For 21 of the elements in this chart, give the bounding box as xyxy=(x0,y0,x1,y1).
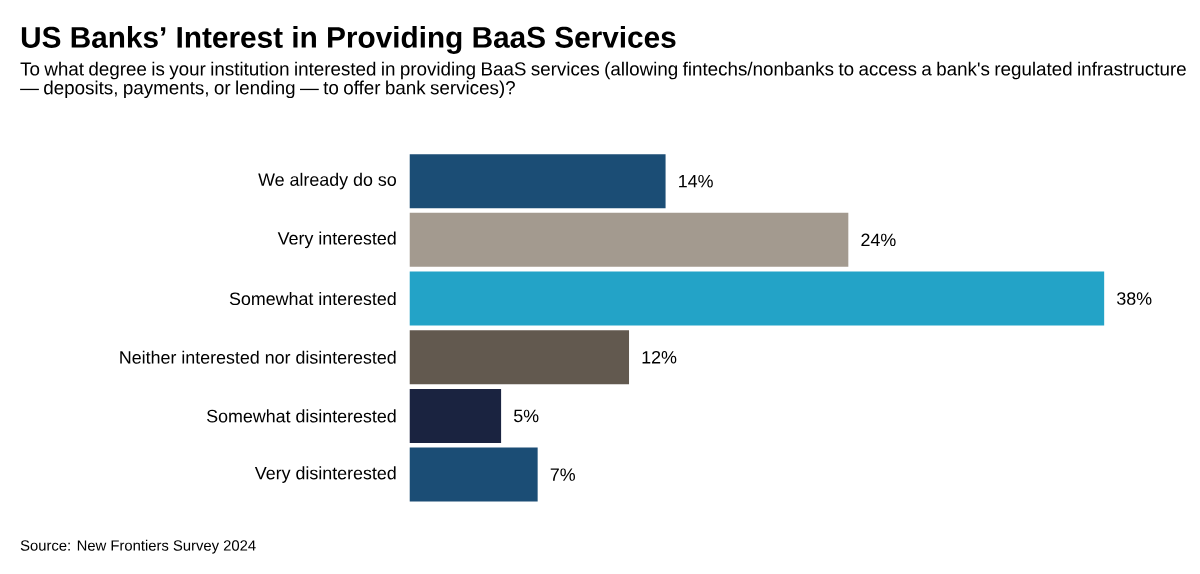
data-label: 38% xyxy=(1117,292,1152,305)
y-tick-label: Very interested xyxy=(277,231,396,248)
data-label: 14% xyxy=(679,174,713,188)
bar xyxy=(409,271,1105,326)
data-label: 12% xyxy=(642,350,677,364)
bar xyxy=(409,447,538,502)
bar xyxy=(409,388,502,443)
y-tick-label: Somewhat disinterested xyxy=(206,409,396,423)
source-note: Source: New Frontiers Survey 2024 xyxy=(20,539,256,554)
data-label: 5% xyxy=(513,409,539,422)
data-label: 24% xyxy=(861,233,896,246)
data-label: 7% xyxy=(550,468,575,481)
y-tick-label: Very disinterested xyxy=(254,466,396,483)
y-tick-label: Neither interested nor disinterested xyxy=(120,350,396,364)
bar xyxy=(409,153,666,208)
bar xyxy=(409,330,630,385)
chart-title: US Banks’ Interest in Providing BaaS Services xyxy=(21,25,676,54)
y-tick-label: We already do so xyxy=(258,172,396,190)
chart-subtitle: To what degree is your institution interested in providing BaaS services (allowing fintechs/nonbanks to access a bank's regulated infrastructure — deposits, payments, or lending — to offer bank services)? xyxy=(20,61,1186,98)
y-tick-label: Somewhat interested xyxy=(229,291,396,305)
bar xyxy=(409,212,849,267)
